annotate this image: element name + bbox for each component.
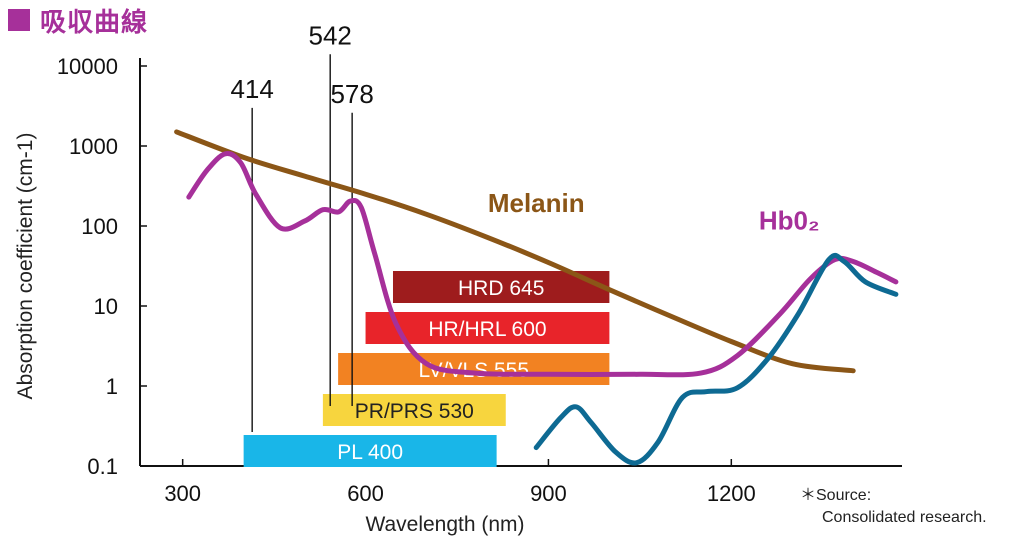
title-marker-square bbox=[8, 9, 30, 31]
laser-bar bbox=[322, 394, 506, 426]
laser-bar bbox=[392, 271, 610, 303]
y-axis-label: Absorption coefficient (cm-1) bbox=[14, 133, 37, 400]
source-note: ＊Source: Consolidated research. bbox=[800, 485, 987, 529]
peak-label: 578 bbox=[330, 79, 373, 109]
y-tick-label: 1 bbox=[106, 374, 118, 399]
peak-label: 542 bbox=[308, 20, 351, 50]
x-axis-label: Wavelength (nm) bbox=[365, 513, 524, 536]
chart-title: 吸収曲線 bbox=[40, 7, 149, 38]
x-tick-label: 900 bbox=[530, 481, 567, 506]
y-tick-label: 10 bbox=[94, 294, 118, 319]
y-tick-label: 1000 bbox=[69, 134, 118, 159]
laser-bar bbox=[338, 353, 610, 385]
series-label: Hb0₂ bbox=[759, 206, 820, 236]
laser-bar-label: PL 400 bbox=[337, 441, 403, 464]
laser-bar-label: HRD 645 bbox=[458, 277, 544, 300]
y-tick-label: 0.1 bbox=[87, 454, 118, 479]
source-note-line-1: ＊Source: bbox=[800, 487, 872, 504]
series-line-2 bbox=[186, 151, 899, 378]
laser-bar-label: PR/PRS 530 bbox=[355, 400, 474, 423]
series-label: Melanin bbox=[488, 188, 585, 218]
y-tick-label: 100 bbox=[81, 214, 118, 239]
x-tick-label: 1200 bbox=[707, 481, 756, 506]
chart-header: 吸収曲線 bbox=[8, 2, 148, 38]
series-line-1 bbox=[174, 129, 856, 374]
laser-bar-label: HR/HRL 600 bbox=[428, 318, 546, 341]
x-tick-label: 300 bbox=[164, 481, 201, 506]
y-tick-label: 10000 bbox=[57, 54, 118, 79]
laser-bar bbox=[243, 435, 497, 467]
x-tick-label: 600 bbox=[347, 481, 384, 506]
source-note-line-2: Consolidated research. bbox=[822, 509, 987, 526]
peak-label: 414 bbox=[230, 74, 273, 104]
series-line-3 bbox=[533, 252, 899, 466]
